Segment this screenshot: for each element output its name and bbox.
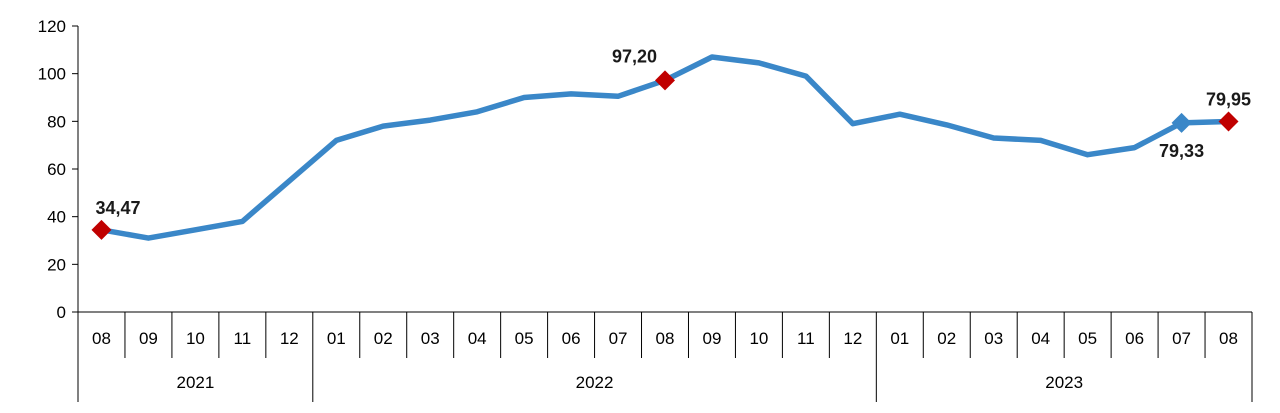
data-marker-diamond	[1218, 111, 1239, 132]
x-axis: 08 09 10 11 12 01 02 03 04 05 06 07 08 09 10 11 12 01 02 03…	[77, 311, 1253, 402]
x-tick-label: 08	[92, 329, 111, 348]
y-tick-label: 0	[57, 303, 66, 322]
year-label: 2021	[176, 373, 214, 392]
x-tick-label: 11	[234, 329, 252, 348]
x-tick-label: 08	[656, 329, 675, 348]
x-tick-label: 12	[280, 329, 299, 348]
x-tick-label: 11	[797, 329, 815, 348]
x-tick-label: 02	[937, 329, 956, 348]
y-tick-label: 20	[47, 255, 66, 274]
data-marker-diamond	[91, 219, 112, 240]
x-tick-label: 08	[1219, 329, 1238, 348]
x-tick-label: 04	[1031, 329, 1050, 348]
x-tick-label: 07	[1172, 329, 1191, 348]
y-tick-label: 120	[38, 17, 66, 36]
x-tick-label: 05	[1078, 329, 1097, 348]
x-tick-label: 10	[749, 329, 768, 348]
data-marker-diamond	[655, 70, 675, 91]
data-label: 79,95	[1206, 89, 1251, 109]
data-label: 34,47	[95, 198, 140, 218]
year-label: 2022	[576, 373, 614, 392]
year-label: 2023	[1045, 373, 1083, 392]
x-tick-label: 05	[515, 329, 534, 348]
y-tick-label: 60	[47, 160, 66, 179]
y-tick-label: 100	[38, 65, 66, 84]
data-label: 97,20	[612, 46, 657, 66]
annotations-layer: 34,47 97,20 79,33 79,95	[91, 46, 1251, 240]
data-label: 79,33	[1159, 141, 1204, 161]
x-tick-label: 04	[468, 329, 487, 348]
x-tick-label: 06	[1125, 329, 1144, 348]
data-marker-diamond	[1171, 112, 1192, 133]
x-tick-label: 01	[890, 329, 909, 348]
x-tick-label: 01	[327, 329, 346, 348]
x-tick-label: 02	[374, 329, 393, 348]
y-tick-label: 40	[47, 208, 66, 227]
x-tick-label: 03	[421, 329, 440, 348]
x-tick-label: 09	[139, 329, 158, 348]
x-tick-label: 07	[609, 329, 628, 348]
x-tick-label: 03	[984, 329, 1003, 348]
x-tick-label: 10	[186, 329, 205, 348]
y-tick-label: 80	[47, 112, 66, 131]
x-tick-label: 06	[562, 329, 581, 348]
x-tick-label: 12	[843, 329, 862, 348]
x-tick-label: 09	[702, 329, 721, 348]
y-axis: 0 20 40 60 80 100 120	[38, 17, 79, 322]
